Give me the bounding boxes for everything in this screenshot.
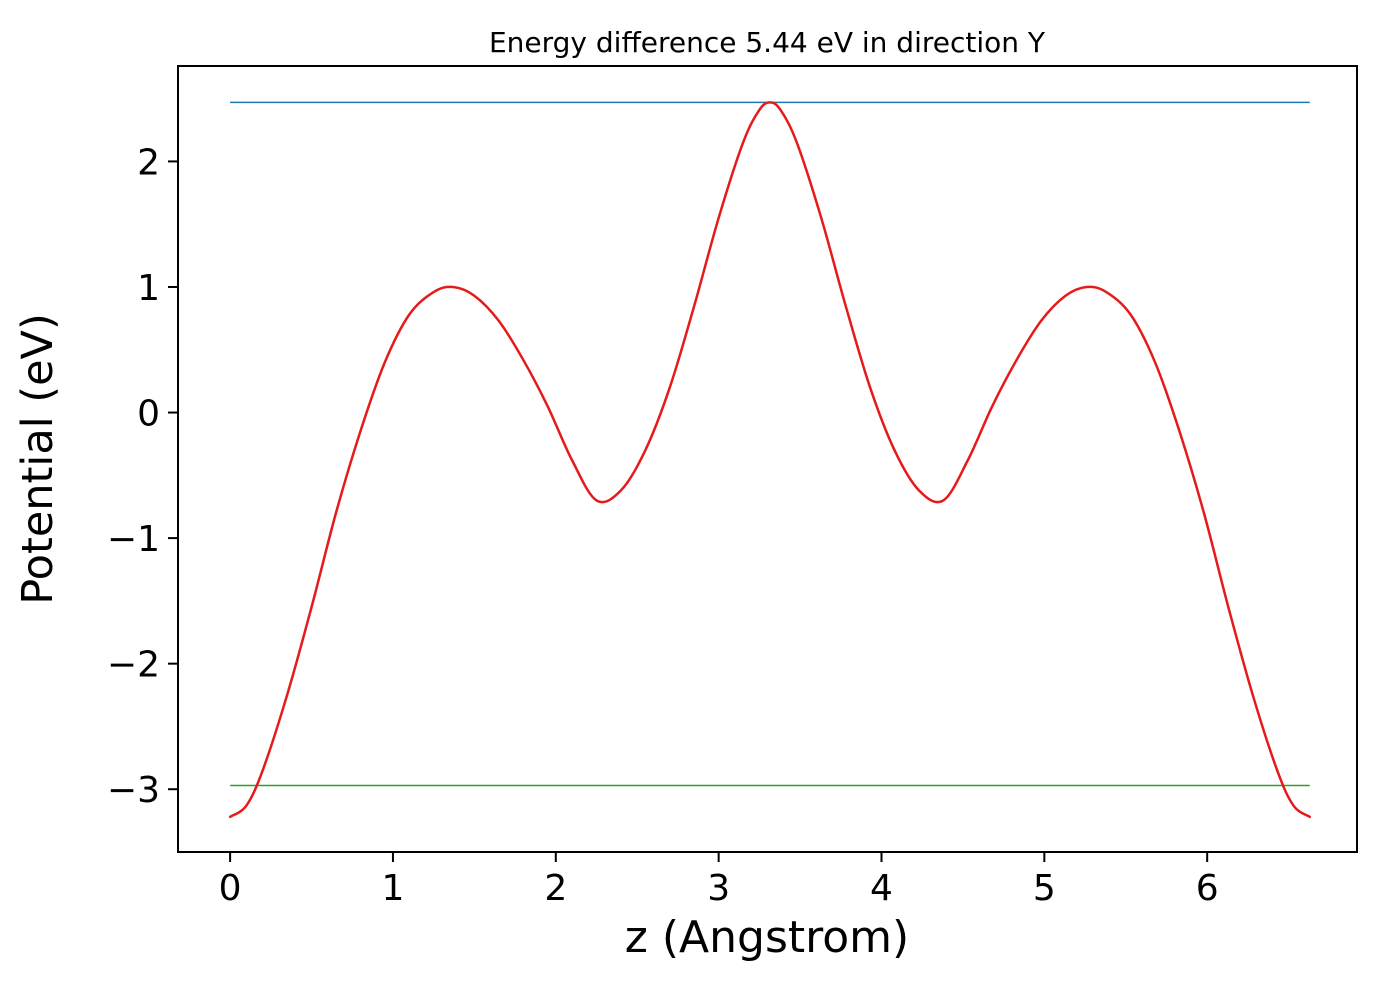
x-tick-label: 3 (707, 868, 730, 909)
y-tick-label: −1 (107, 519, 160, 560)
x-tick-label: 6 (1196, 868, 1219, 909)
chart-title: Energy difference 5.44 eV in direction Y (489, 26, 1046, 59)
y-tick-label: 0 (137, 394, 160, 435)
x-tick-label: 2 (544, 868, 567, 909)
y-tick-label: −2 (107, 645, 160, 686)
ticks-layer: 0 1 2 3 4 5 6 −3 −2 −1 0 1 2 (107, 142, 1219, 909)
hlines-layer (230, 101, 1310, 787)
y-tick-label: 2 (137, 142, 160, 183)
axes-layer (177, 65, 1358, 853)
x-axis-label: z (Angstrom) (625, 912, 909, 963)
plot-border (177, 65, 1358, 853)
y-axis-label: Potential (eV) (13, 313, 63, 604)
x-tick-label: 5 (1033, 868, 1056, 909)
x-tick-label: 0 (219, 868, 242, 909)
y-tick-label: −3 (107, 770, 160, 811)
x-tick-label: 1 (382, 868, 405, 909)
y-tick-label: 1 (137, 268, 160, 309)
series-layer (228, 101, 1312, 819)
x-tick-label: 4 (870, 868, 893, 909)
potential-curve (228, 101, 1312, 819)
